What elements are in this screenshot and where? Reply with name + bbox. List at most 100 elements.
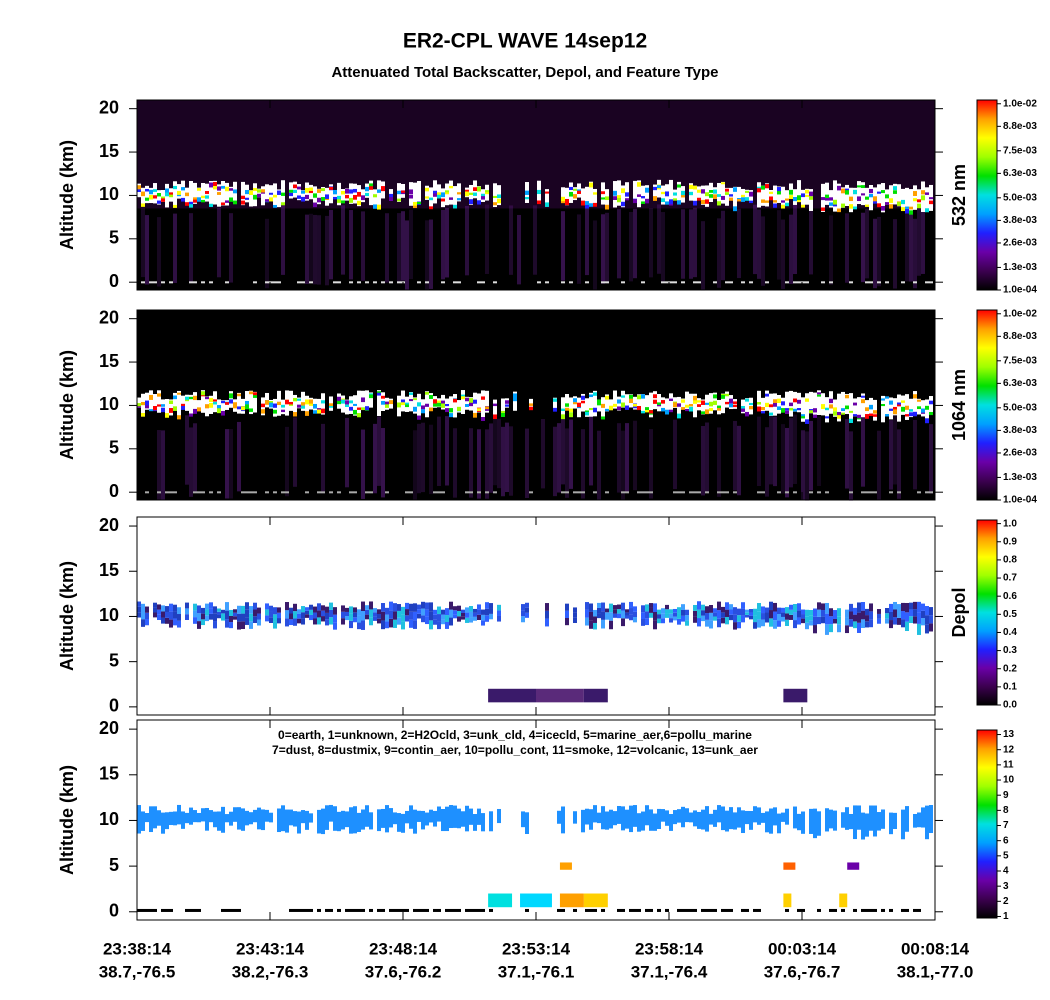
cloud [669, 393, 673, 412]
cloud-detail [373, 194, 377, 198]
cloud-detail [261, 409, 265, 414]
surface [473, 908, 477, 912]
depol-cell [705, 619, 709, 627]
cloud-detail [781, 401, 785, 406]
feature-cell [137, 805, 141, 834]
cloud-detail [229, 188, 233, 191]
cloud-detail [301, 405, 305, 409]
cloud-detail [449, 413, 453, 418]
depol-cell [845, 609, 849, 618]
cloud-detail [445, 408, 449, 413]
feature-cell [437, 806, 441, 822]
cloud-detail [213, 185, 217, 190]
depol-cell [329, 617, 333, 625]
feature-cell [253, 809, 257, 823]
cloud-detail [209, 203, 213, 207]
cloud-detail [665, 201, 669, 205]
depol-cell [433, 614, 437, 620]
depol-cell [193, 610, 197, 618]
surface [349, 281, 353, 284]
cloud [341, 188, 345, 201]
depol-cell [465, 607, 469, 613]
feature-cell [865, 813, 869, 837]
cloud-detail [473, 399, 477, 404]
depol-cell [665, 609, 669, 614]
depol-cell [761, 619, 765, 627]
surface [305, 491, 309, 494]
depol-cell [197, 621, 201, 629]
feature-cell [401, 813, 405, 833]
feature-cell [681, 806, 685, 828]
cloud [801, 397, 805, 422]
aerosol [265, 218, 269, 289]
aerosol [877, 430, 881, 501]
aerosol [381, 428, 385, 498]
feature-cell [209, 810, 213, 823]
aerosol [657, 204, 661, 274]
cloud-detail [685, 408, 689, 412]
cloud-detail [141, 412, 145, 417]
feature-cell [561, 806, 565, 834]
cloud-detail [697, 197, 701, 201]
surface [209, 281, 213, 284]
cloud-detail [637, 395, 641, 400]
cloud-detail [173, 185, 177, 190]
cloud [485, 390, 489, 413]
depol-cell [821, 616, 825, 624]
depol-cell [693, 616, 697, 623]
depol-cell [645, 604, 649, 612]
depol-cell [377, 614, 381, 619]
surface [897, 491, 901, 494]
depol-cell [629, 608, 633, 615]
colorbar-tick-label: 8.8e-03 [1003, 331, 1037, 342]
cloud-detail [613, 404, 617, 407]
surface [457, 281, 461, 284]
cloud-detail [733, 187, 737, 192]
cloud [213, 391, 217, 413]
surface [729, 281, 733, 284]
cloud-detail [765, 184, 769, 189]
surface [193, 281, 197, 284]
cloud-detail [485, 190, 489, 193]
cloud [909, 398, 913, 418]
depol-cell [901, 619, 905, 628]
colorbar-tick-label: 2.6e-03 [1003, 448, 1037, 459]
cloud [913, 185, 917, 210]
cloud-detail [245, 189, 249, 195]
feature-cell [365, 805, 369, 827]
surface [193, 908, 197, 912]
aerosol [809, 420, 813, 491]
cloud-detail [313, 410, 317, 414]
cloud [853, 187, 857, 209]
depol-cell [433, 609, 437, 615]
cloud [421, 399, 425, 410]
surface [545, 281, 549, 284]
cloud [317, 188, 321, 205]
depol-cell [521, 610, 525, 617]
aerosol [325, 215, 329, 286]
surface [681, 281, 685, 284]
cloud [801, 189, 805, 207]
depol-cell [249, 621, 253, 629]
surface [645, 908, 649, 912]
feature-cell [149, 806, 153, 833]
feature-cell [141, 811, 145, 831]
cloud-detail [341, 200, 345, 204]
surface [717, 491, 721, 494]
depol-cell [805, 609, 809, 617]
cloud-detail [437, 194, 441, 199]
aerosol [617, 208, 621, 279]
depol-cell [625, 612, 629, 616]
surface [481, 281, 485, 284]
surface [801, 281, 805, 284]
depol-cell [213, 606, 217, 614]
surface [601, 281, 605, 284]
cloud [345, 399, 349, 415]
colorbar [976, 729, 998, 919]
feature-cell [713, 809, 717, 827]
surface [797, 281, 801, 284]
depol-cell [653, 620, 657, 630]
cloud-detail [749, 200, 753, 204]
cloud-detail [161, 407, 165, 413]
cloud-detail [749, 191, 753, 197]
